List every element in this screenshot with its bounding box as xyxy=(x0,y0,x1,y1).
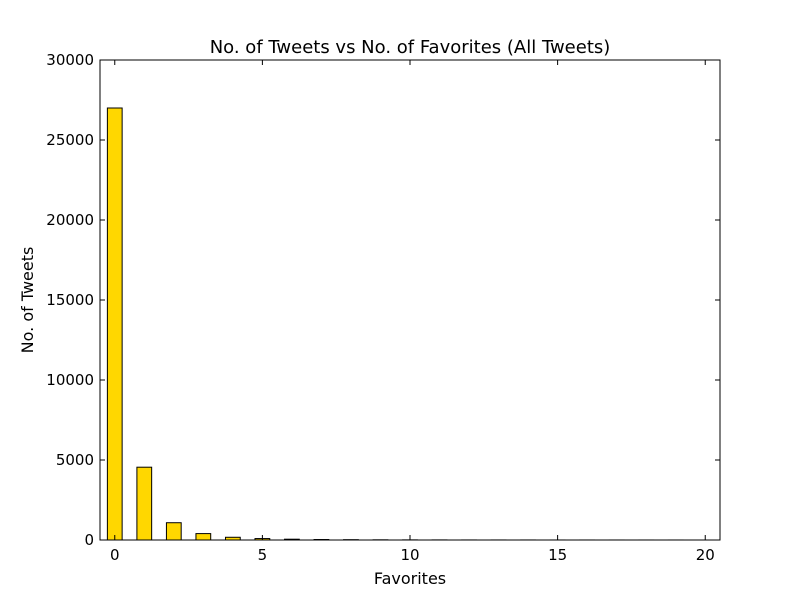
y-tick-label: 0 xyxy=(84,531,94,549)
y-tick-label: 10000 xyxy=(46,371,94,389)
y-tick-label: 20000 xyxy=(46,211,94,229)
x-tick-label: 0 xyxy=(110,546,120,564)
bar-favorites-1 xyxy=(137,467,152,540)
bar-favorites-3 xyxy=(196,534,211,540)
x-axis-label: Favorites xyxy=(374,569,446,588)
y-tick-label: 5000 xyxy=(56,451,94,469)
x-tick-label: 5 xyxy=(258,546,268,564)
x-tick-label: 20 xyxy=(696,546,715,564)
y-tick-label: 30000 xyxy=(46,51,94,69)
bar-favorites-0 xyxy=(107,108,122,540)
y-tick-label: 25000 xyxy=(46,131,94,149)
y-tick-label: 15000 xyxy=(46,291,94,309)
y-axis-label: No. of Tweets xyxy=(18,247,37,354)
chart-title: No. of Tweets vs No. of Favorites (All T… xyxy=(210,37,611,58)
x-tick-label: 10 xyxy=(400,546,419,564)
x-tick-label: 15 xyxy=(548,546,567,564)
bar-favorites-2 xyxy=(166,523,181,540)
